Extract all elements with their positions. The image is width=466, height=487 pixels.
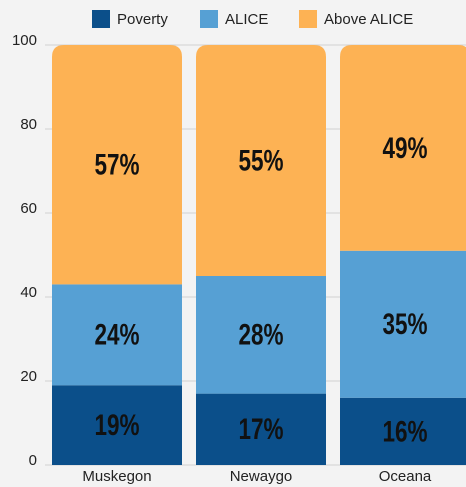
bar-segment [196,276,326,394]
value-label: 55% [238,143,283,177]
bar-segment [340,45,466,251]
y-tick-label: 20 [20,368,37,385]
x-tick-label: Muskegon [82,468,151,485]
bar-segment [52,385,182,465]
y-tick-label: 80 [20,116,37,133]
value-label: 35% [382,307,427,341]
x-tick-label: Newaygo [230,468,293,485]
bar-segment [196,45,326,276]
bar-segment [196,393,326,465]
value-label: 19% [94,408,139,442]
legend-swatch [92,10,110,28]
value-label: 16% [382,414,427,448]
legend-label: Poverty [117,11,168,28]
bar-segment [340,397,466,465]
bar-segment [340,250,466,398]
x-tick-label: Oceana [379,468,432,485]
legend-label: Above ALICE [324,11,413,28]
legend-swatch [200,10,218,28]
value-label: 49% [382,131,427,165]
y-tick-label: 60 [20,200,37,217]
value-label: 24% [94,318,139,352]
value-label: 28% [238,318,283,352]
legend-label: ALICE [225,11,268,28]
value-label: 17% [238,412,283,446]
y-tick-label: 0 [29,452,37,469]
y-tick-label: 40 [20,284,37,301]
bar-segment [52,45,182,285]
legend-swatch [299,10,317,28]
y-tick-label: 100 [12,32,37,49]
value-label: 57% [94,147,139,181]
bar-segment [52,284,182,386]
